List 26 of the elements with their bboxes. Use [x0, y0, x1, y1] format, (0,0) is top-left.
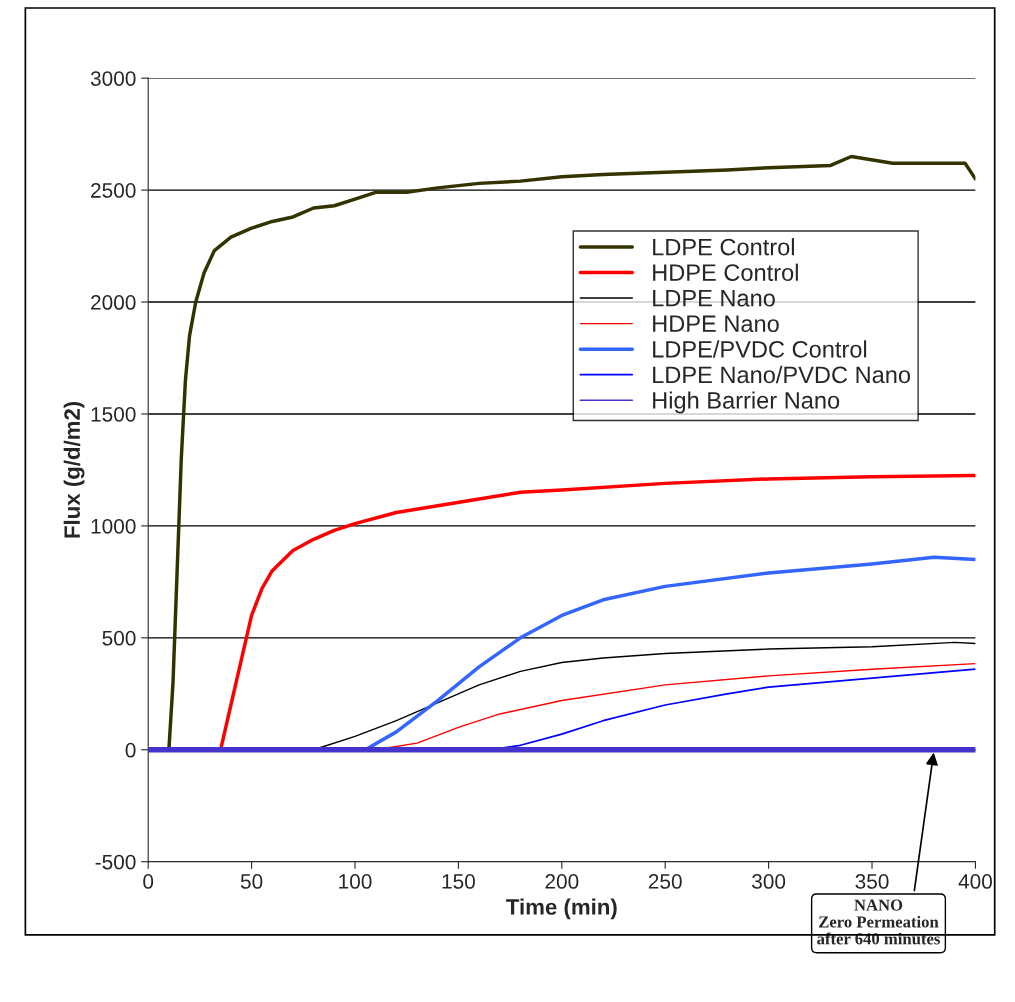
y-tick-label: 3000 [90, 71, 136, 86]
x-tick-label: 350 [855, 874, 889, 889]
y-axis-title: Flux (g/d/m2) [63, 401, 85, 538]
x-tick-label: 0 [143, 874, 154, 889]
x-tick-label: 200 [545, 874, 579, 889]
legend-label: HDPE Control [653, 263, 798, 281]
y-tick-label: 2500 [91, 183, 136, 198]
legend-label: High Barrier Nano [653, 391, 840, 414]
x-tick-label: 250 [648, 874, 682, 889]
x-tick-label: 400 [958, 874, 992, 889]
x-tick-label: 100 [339, 874, 372, 889]
legend-label: LDPE Nano [653, 290, 775, 307]
x-axis-title: Time (min) [506, 898, 617, 920]
x-tick-label: 50 [240, 874, 263, 889]
y-tick-label: 1000 [91, 518, 136, 534]
y-tick-label: 500 [102, 630, 136, 646]
legend-label: LDPE Control [653, 238, 794, 256]
legend-label: HDPE Nano [653, 315, 779, 333]
x-tick-label: 150 [442, 874, 475, 889]
x-tick-label: 300 [752, 874, 786, 889]
legend-label: LDPE/PVDC Control [653, 340, 867, 358]
y-tick-label: 1500 [91, 406, 136, 422]
y-tick-label: -500 [95, 854, 136, 870]
y-tick-label: 2000 [91, 295, 136, 310]
legend-label: LDPE Nano/PVDC Nano [653, 365, 911, 384]
y-tick-label: 0 [125, 742, 136, 758]
